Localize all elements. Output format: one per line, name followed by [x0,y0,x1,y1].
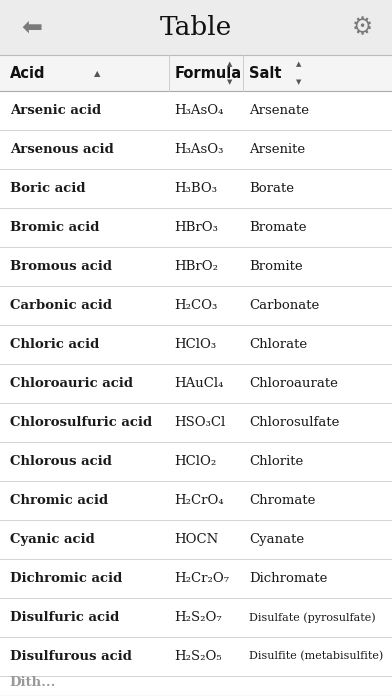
Text: HClO₂: HClO₂ [174,455,217,468]
Text: HOCN: HOCN [174,533,219,546]
Text: Arsenous acid: Arsenous acid [10,143,114,156]
Text: HClO₃: HClO₃ [174,338,216,351]
Text: Cyanic acid: Cyanic acid [10,533,94,546]
Text: ⚙: ⚙ [352,15,373,40]
Text: Salt: Salt [249,65,281,81]
Text: H₂S₂O₅: H₂S₂O₅ [174,650,222,663]
Text: Arsenite: Arsenite [249,143,305,156]
Text: Disulfite (metabisulfite): Disulfite (metabisulfite) [249,651,383,661]
Text: H₂Cr₂O₇: H₂Cr₂O₇ [174,572,230,585]
Text: Arsenate: Arsenate [249,104,309,117]
Bar [0,169,392,208]
Text: Cyanate: Cyanate [249,533,304,546]
Text: Chlorosulfuric acid: Chlorosulfuric acid [10,416,152,429]
Text: Chromic acid: Chromic acid [10,494,108,507]
Text: ▼: ▼ [296,79,301,85]
Text: Dichromic acid: Dichromic acid [10,572,122,585]
Bar [0,481,392,520]
Text: ⬅: ⬅ [21,15,42,40]
Text: Disulfurous acid: Disulfurous acid [10,650,132,663]
Text: Chloroaurate: Chloroaurate [249,377,338,390]
Text: Chloric acid: Chloric acid [10,338,99,351]
Text: Chlorate: Chlorate [249,338,307,351]
Text: H₂CO₃: H₂CO₃ [174,299,218,312]
Text: ▲: ▲ [94,69,101,77]
Bar [0,364,392,403]
Bar [0,286,392,325]
Bar [0,130,392,169]
Text: Chloroauric acid: Chloroauric acid [10,377,133,390]
Text: Acid: Acid [10,65,45,81]
Bar [0,676,392,695]
Bar [0,247,392,286]
Text: Disulfuric acid: Disulfuric acid [10,611,119,624]
Text: Table: Table [160,15,232,40]
Text: Dichromate: Dichromate [249,572,327,585]
Text: Arsenic acid: Arsenic acid [10,104,101,117]
Text: H₃BO₃: H₃BO₃ [174,182,218,195]
Bar [0,520,392,559]
Text: Formula: Formula [174,65,241,81]
Text: Bromate: Bromate [249,221,307,234]
Text: Chlorosulfate: Chlorosulfate [249,416,339,429]
Bar [0,208,392,247]
Text: Carbonate: Carbonate [249,299,319,312]
Bar [0,55,392,91]
Text: Bromite: Bromite [249,260,303,273]
Text: Chromate: Chromate [249,494,315,507]
Text: H₂CrO₄: H₂CrO₄ [174,494,224,507]
Text: HBrO₂: HBrO₂ [174,260,218,273]
Text: H₃AsO₃: H₃AsO₃ [174,143,224,156]
Bar [0,442,392,481]
Bar [0,0,392,55]
Bar [0,403,392,442]
Bar [0,598,392,637]
Bar [0,91,392,130]
Text: Boric acid: Boric acid [10,182,85,195]
Text: Disulfate (pyrosulfate): Disulfate (pyrosulfate) [249,612,376,623]
Text: ▼: ▼ [227,79,233,85]
Text: H₂S₂O₇: H₂S₂O₇ [174,611,222,624]
Text: HBrO₃: HBrO₃ [174,221,218,234]
Text: Chlorous acid: Chlorous acid [10,455,112,468]
Bar [0,559,392,598]
Text: HAuCl₄: HAuCl₄ [174,377,224,390]
Bar [0,637,392,676]
Text: HSO₃Cl: HSO₃Cl [174,416,226,429]
Text: Chlorite: Chlorite [249,455,303,468]
Text: Borate: Borate [249,182,294,195]
Text: ▲: ▲ [227,61,233,67]
Text: ▲: ▲ [296,61,301,67]
Text: Dith...: Dith... [10,676,56,688]
Bar [0,325,392,364]
Text: Bromous acid: Bromous acid [10,260,112,273]
Text: H₃AsO₄: H₃AsO₄ [174,104,224,117]
Text: Carbonic acid: Carbonic acid [10,299,112,312]
Text: Bromic acid: Bromic acid [10,221,99,234]
